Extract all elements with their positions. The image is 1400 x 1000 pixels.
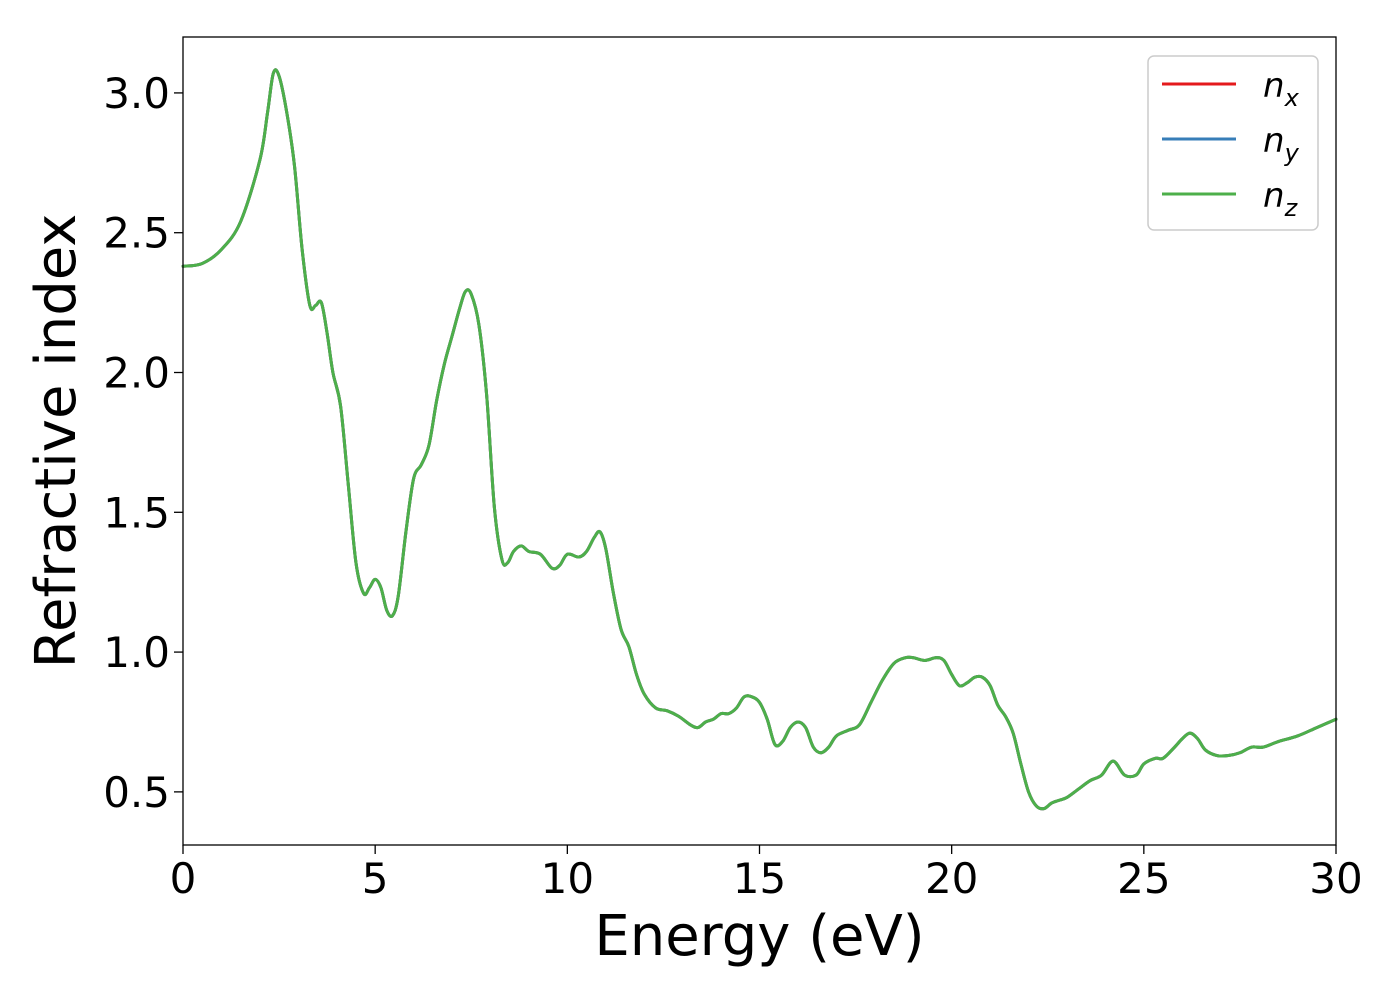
y-tick-label: 1.0	[103, 628, 170, 677]
series-layer	[181, 68, 1338, 811]
legend-label-nx: nx	[1263, 66, 1300, 112]
legend: nx ny nz	[1147, 55, 1319, 231]
x-tick-label: 30	[1309, 854, 1362, 903]
y-tick-label: 3.0	[103, 69, 170, 118]
legend-label-ny: ny	[1263, 121, 1300, 167]
y-tick-label: 2.5	[103, 209, 170, 258]
legend-frame	[1147, 55, 1319, 231]
x-tick-label: 0	[170, 854, 197, 903]
y-tick-label: 0.5	[103, 768, 170, 817]
y-axis: 0.5 1.0 1.5 2.0 2.5 3.0	[103, 69, 183, 817]
legend-label-nz: nz	[1263, 176, 1299, 222]
series-line-nz	[181, 68, 1338, 811]
x-tick-label: 25	[1117, 854, 1170, 903]
x-axis-title: Energy (eV)	[594, 904, 924, 969]
x-axis: 0 5 10 15 20 25 30	[170, 845, 1363, 903]
x-tick-label: 20	[925, 854, 978, 903]
y-axis-title: Refractive index	[24, 214, 89, 669]
x-tick-label: 15	[733, 854, 786, 903]
y-tick-label: 2.0	[103, 349, 170, 398]
y-tick-label: 1.5	[103, 488, 170, 537]
x-tick-label: 5	[362, 854, 389, 903]
x-tick-label: 10	[541, 854, 594, 903]
